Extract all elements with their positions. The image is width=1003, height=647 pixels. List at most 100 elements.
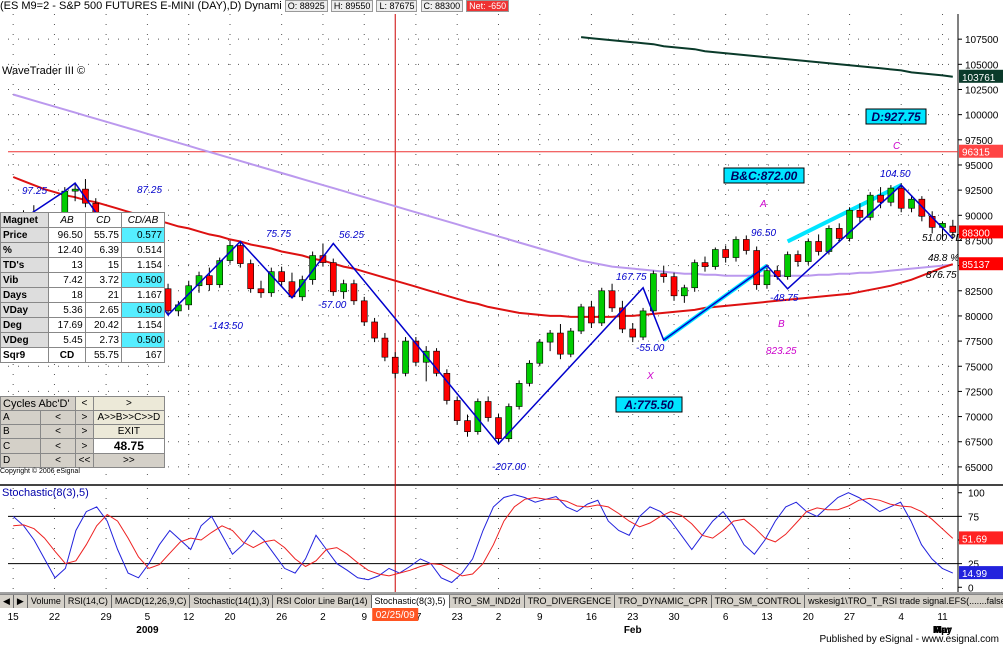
x-tick-label: 30 [668, 612, 680, 623]
cycle-d-left[interactable]: < [39, 453, 77, 468]
indicator-tab[interactable]: Volume [28, 595, 65, 608]
cycle-row-label: D [0, 453, 41, 468]
stoch-title: Stochastic(8(3),5) [2, 487, 89, 499]
cycle-b-right[interactable]: > [75, 424, 94, 439]
candle-body [722, 249, 729, 258]
x-tick-label: 5 [145, 612, 151, 623]
y-tick-label: 82500 [965, 287, 993, 298]
abcd-button[interactable]: A>>B>>C>>D [92, 410, 166, 425]
last-price-tag-bg [959, 225, 1003, 239]
upper-ma-tag-bg [959, 69, 1003, 83]
d-target-label-bg [865, 108, 927, 125]
candle-body [546, 332, 554, 343]
cycles-left-button[interactable]: < [75, 396, 94, 411]
cycle-c-right[interactable]: > [75, 438, 94, 454]
candle-body [433, 350, 440, 374]
point-label-c: C [893, 141, 901, 152]
candle-body [278, 271, 285, 283]
stoch-y-tick-label: 75 [968, 512, 980, 523]
candle-body [412, 340, 420, 363]
cycle-a-right[interactable]: > [75, 410, 94, 425]
published: Published by eSignal - www.esignal.com [819, 634, 999, 645]
stoch-line [12, 492, 954, 584]
label-823-25: 823.25 [766, 346, 797, 357]
x-tick-label: 16 [586, 612, 598, 623]
x-month-label: Mar [934, 625, 952, 636]
y-tick-label: 75000 [965, 362, 993, 373]
magnet-row: VDay 5.36 2.65 0.500 [0, 302, 166, 318]
indicator-tab[interactable]: RSI(14,C) [65, 595, 112, 608]
x-tick-label: 12 [183, 612, 195, 623]
magnet-row-ratio: 0.500 [120, 332, 166, 348]
candle-body [505, 406, 513, 440]
y-tick-label: 77500 [965, 337, 993, 348]
cycle-c-left[interactable]: < [39, 438, 77, 454]
x-tick-label: 23 [627, 612, 639, 623]
candle-body [164, 288, 172, 312]
candle-body [237, 245, 244, 264]
upper-ma-tag: 103761 [962, 73, 996, 84]
candle-body [257, 288, 265, 294]
x-month-label: Apr [934, 625, 951, 636]
open-value: O: 88925 [284, 0, 328, 12]
indicator-tab[interactable]: TRO_SM_CONTROL [712, 595, 806, 608]
candle-body [268, 271, 275, 294]
cycle-a-left[interactable]: < [39, 410, 77, 425]
candle-body [381, 337, 389, 358]
zigzag-label-neg-57-00: -57.00 [318, 300, 347, 311]
magnet-row: Deg 17.69 20.42 1.154 [0, 317, 166, 333]
candle-body [815, 241, 822, 252]
magnet-row-ab: 13 [48, 257, 86, 273]
zigzag-label-neg-207-00: -207.00 [492, 462, 526, 473]
red-ma-tag-bg [959, 257, 1003, 271]
magnet-row-cd: 3.72 [84, 272, 122, 288]
indicator-tab[interactable]: MACD(12,26,9,C) [112, 595, 191, 608]
cycle-b-left[interactable]: < [39, 424, 77, 439]
indicator-tab[interactable]: wskesig1\TRO_T_RSI trade signal.EFS(....… [805, 595, 1003, 608]
cycles-right-button[interactable]: > [92, 396, 166, 411]
candle-body [691, 262, 698, 289]
watermark: WaveTrader III © [2, 65, 86, 77]
cdab-header: CD/AB [120, 212, 166, 228]
zigzag-label-96-50: 96.50 [751, 228, 776, 239]
candle-body [639, 310, 647, 338]
candle-body [185, 285, 193, 306]
tab-scroll-right[interactable]: ▶ [14, 595, 28, 608]
tab-scroll-left[interactable]: ◀ [0, 595, 14, 608]
x-tick-label: 20 [803, 612, 815, 623]
candle-body [846, 209, 853, 239]
exit-button[interactable]: EXIT [92, 424, 166, 439]
indicator-tab[interactable]: Stochastic(8(3),5) [371, 595, 450, 608]
candle-body [897, 187, 905, 209]
d-target-label: D:927.75 [871, 110, 921, 124]
candle-body [474, 401, 482, 432]
magnet-panel: Magnet AB CD CD/AB Price 96.50 55.75 0.577%… [0, 212, 166, 363]
indicator-tab[interactable]: TRO_SM_IND2d [450, 595, 525, 608]
magnet-row-label: VDay [0, 302, 50, 318]
magnet-row-ab: 5.45 [48, 332, 86, 348]
candle-body [206, 275, 213, 286]
indicator-tab[interactable]: RSI Color Line Bar(14) [273, 595, 372, 608]
last-price-tag: 88300 [962, 228, 990, 239]
copyright: Copyright © 2006 eSignal [0, 468, 80, 475]
x-tick-label: 29 [101, 612, 113, 623]
candle-body [226, 245, 234, 261]
indicator-tab[interactable]: TRO_DIVERGENCE [525, 595, 616, 608]
cycle-next-button[interactable]: >> [92, 453, 166, 468]
indicator-tab[interactable]: TRO_DYNAMIC_CPR [615, 595, 712, 608]
cycle-prev-button[interactable]: << [75, 453, 94, 468]
a-target-label: A:775.50 [623, 398, 674, 412]
stoch-blue-tag: 14.99 [962, 569, 987, 580]
y-tick-label: 72500 [965, 387, 993, 398]
y-tick-label: 92500 [965, 186, 993, 197]
point-label-b: B [778, 319, 785, 330]
y-tick-label: 102500 [965, 85, 999, 96]
candle-body [391, 356, 399, 374]
x-tick-label: 2 [496, 612, 502, 623]
indicator-tab[interactable]: Stochastic(14(1),3) [190, 595, 274, 608]
candle-body [82, 188, 89, 204]
y-tick-label: 105000 [965, 60, 999, 71]
high-value: H: 89550 [330, 0, 374, 12]
